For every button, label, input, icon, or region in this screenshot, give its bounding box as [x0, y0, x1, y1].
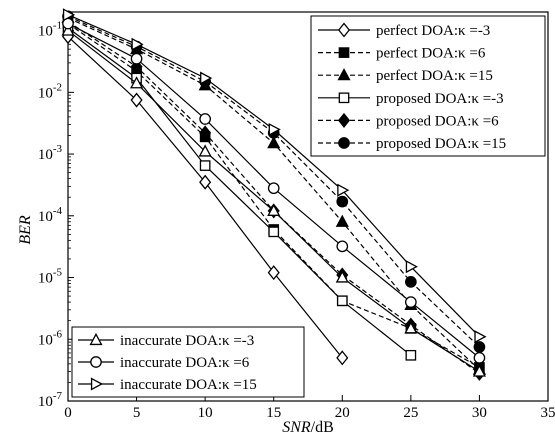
data-point-marker [337, 68, 351, 81]
data-point-marker [199, 160, 211, 171]
legend-entry: proposed DOA:κ =-3 [318, 91, 504, 107]
data-point-marker [336, 295, 348, 307]
data-point-marker [267, 182, 280, 195]
data-point-marker [200, 71, 213, 85]
legend-label: perfect DOA:κ =15 [376, 68, 493, 84]
x-tick-label: 0 [64, 405, 72, 421]
data-point-marker [61, 23, 75, 36]
series-4 [62, 22, 417, 361]
legend-entry: perfect DOA:κ =15 [318, 68, 493, 84]
legend-label: perfect DOA:κ =6 [376, 46, 486, 62]
data-point-marker [131, 37, 144, 51]
data-point-marker [268, 226, 280, 238]
data-point-marker [335, 214, 349, 227]
data-point-marker [337, 22, 351, 38]
data-point-marker [337, 183, 350, 197]
legend-label: proposed DOA:κ =6 [376, 113, 499, 129]
data-point-marker [405, 276, 417, 288]
legend-entry: proposed DOA:κ =6 [318, 112, 499, 129]
x-tick-label: 25 [403, 405, 418, 421]
data-point-marker [404, 321, 418, 334]
y-tick-label: 10-2 [38, 81, 62, 101]
data-point-marker [336, 195, 349, 208]
x-axis-label: SNR/dB [282, 419, 334, 436]
legend-label: inaccurate DOA:κ =6 [120, 355, 250, 371]
y-tick-label: 10-4 [38, 205, 63, 225]
data-point-marker [90, 356, 102, 368]
legend-top-right: perfect DOA:κ =-3 perfect DOA:κ =6 perfect… [310, 15, 546, 157]
y-tick-label: 10-1 [38, 20, 62, 40]
legend-entry: inaccurate DOA:κ =-3 [78, 332, 254, 349]
data-point-marker [474, 330, 487, 344]
legend-entry: perfect DOA:κ =-3 [318, 22, 490, 39]
data-point-marker [337, 112, 351, 128]
data-point-marker [473, 351, 486, 364]
data-point-marker [338, 137, 350, 149]
data-point-marker [338, 47, 350, 58]
x-axis-label-main: SNR [282, 419, 311, 436]
data-point-marker [338, 92, 350, 104]
y-tick-label: 10-5 [38, 267, 63, 287]
data-point-marker [199, 174, 212, 190]
legend-label: inaccurate DOA:κ =15 [120, 377, 257, 393]
data-point-marker [267, 203, 281, 216]
legend-label: proposed DOA:κ =15 [376, 136, 506, 152]
x-tick-label: 30 [472, 405, 487, 421]
data-point-marker [90, 377, 104, 391]
series-9 [62, 8, 487, 344]
data-point-marker [130, 52, 143, 65]
series-8 [62, 17, 486, 364]
legend-bottom-left: inaccurate DOA:κ =-3 inaccurate DOA:κ =6 i… [71, 326, 305, 398]
data-point-marker [473, 341, 486, 353]
x-tick-label: 15 [266, 405, 281, 421]
y-tick-label: 10-3 [38, 143, 63, 163]
legend-entry: perfect DOA:κ =6 [318, 46, 486, 62]
legend-entry: proposed DOA:κ =15 [318, 136, 506, 152]
series-line [67, 27, 412, 356]
legend-label: inaccurate DOA:κ =-3 [120, 333, 254, 349]
y-tick-label: 10-6 [38, 328, 63, 348]
axis-ticks: 0 5 10 15 20 25 30 35 10-1 10-2 10-3 10-4 10-5 10-6 10… [38, 11, 555, 421]
x-axis-label-unit: /dB [311, 419, 334, 436]
series-7 [61, 23, 486, 377]
x-tick-label: 35 [541, 405, 555, 421]
y-axis-label: BER [17, 215, 34, 245]
data-point-marker [89, 332, 103, 346]
data-point-marker [199, 113, 211, 125]
data-point-marker [130, 76, 144, 89]
data-point-marker [405, 349, 417, 361]
legend-entry: inaccurate DOA:κ =15 [78, 377, 257, 393]
legend-label: proposed DOA:κ =-3 [376, 91, 504, 107]
data-point-marker [405, 296, 417, 308]
y-tick-label: 10-7 [38, 390, 63, 410]
x-tick-label: 20 [335, 405, 350, 421]
data-point-marker [62, 8, 76, 22]
legend-bottom-left-box [71, 326, 305, 398]
data-point-marker [198, 144, 212, 157]
series-group [61, 8, 487, 381]
data-point-marker [267, 265, 280, 281]
data-point-marker [199, 125, 212, 141]
data-point-marker [472, 364, 486, 377]
data-point-marker [335, 270, 349, 283]
x-tick-label: 10 [198, 405, 213, 421]
data-point-marker [405, 260, 418, 274]
legend-entry: inaccurate DOA:κ =6 [78, 355, 250, 371]
data-point-marker [268, 122, 281, 137]
data-point-marker [336, 240, 349, 253]
data-point-marker [336, 350, 349, 366]
legend-label: perfect DOA:κ =-3 [376, 23, 490, 39]
x-tick-label: 5 [133, 405, 141, 421]
data-point-marker [130, 92, 143, 108]
data-point-marker [267, 136, 281, 149]
legend-top-right-box [310, 15, 546, 157]
